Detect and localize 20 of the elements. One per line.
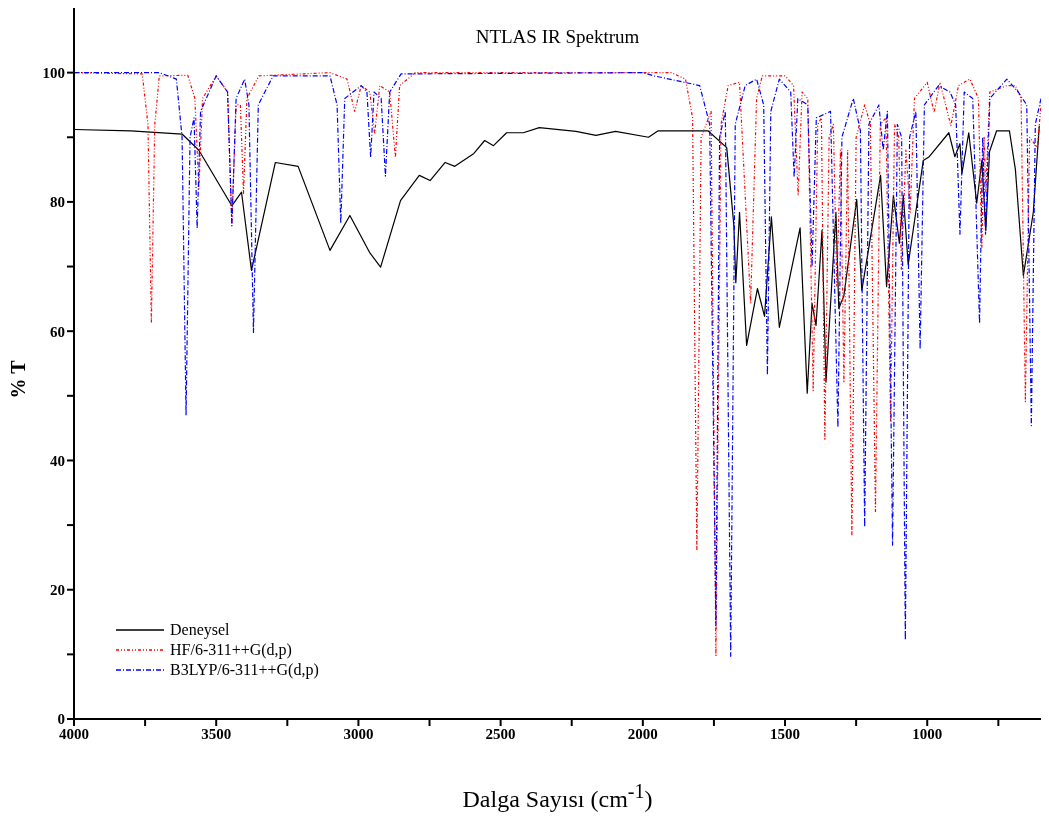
x-tick-label: 1000 — [912, 725, 943, 742]
legend-label: Deneysel — [170, 620, 230, 640]
y-axis-title: % T — [6, 359, 30, 401]
legend-label: HF/6-311++G(d,p) — [170, 640, 292, 660]
y-tick-label: 80 — [50, 194, 65, 211]
y-tick-label: 40 — [50, 452, 65, 469]
text: NTLAS IR Spektrum — [474, 26, 641, 48]
legend-label: B3LYP/6-311++G(d,p) — [170, 660, 319, 680]
line-series — [74, 72, 1041, 657]
x-tick-label: 3000 — [343, 725, 374, 742]
y-tick-label: 20 — [50, 582, 65, 599]
x-tick-label: 1500 — [770, 725, 801, 742]
x-tick-label: 4000 — [59, 725, 89, 742]
x-axis-title: Dalga Sayısı (cm$^{-1}$) — [461, 780, 654, 813]
y-tick-label: 60 — [50, 323, 65, 340]
x-tick-label: 2500 — [485, 725, 516, 742]
x-tick-label: 3500 — [201, 725, 232, 742]
x-tick-label: 2000 — [627, 725, 658, 742]
y-tick-label: 100 — [42, 64, 65, 81]
y-tick-label: 0 — [57, 711, 65, 728]
